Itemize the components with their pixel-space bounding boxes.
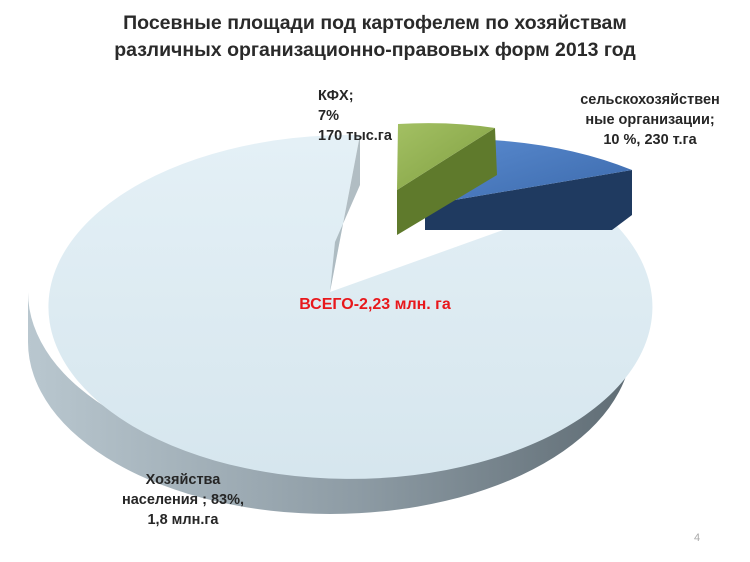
data-label-agro: сельскохозяйствен ные организации; 10 %,… [560, 90, 740, 150]
data-label-kfh-line-1: КФХ; [318, 88, 354, 104]
pie-slice-agro-side [425, 170, 632, 230]
pie-slice-kfh-side [397, 128, 497, 235]
chart-title-line-2: различных организационно-правовых форм 2… [114, 39, 636, 61]
data-label-households-line-1: Хозяйства [145, 472, 221, 488]
data-label-kfh-line-2: 7% [318, 108, 339, 124]
data-label-kfh: КФХ; 7% 170 тыс.га [318, 86, 392, 146]
total-annotation: ВСЕГО-2,23 млн. га [299, 296, 451, 313]
chart-title-line-1: Посевные площади под картофелем по хозяй… [123, 12, 627, 34]
data-label-households: Хозяйства населения ; 83%, 1,8 млн.га [88, 470, 278, 530]
data-label-households-line-3: 1,8 млн.га [147, 512, 219, 528]
chart-title: Посевные площади под картофелем по хозяй… [60, 10, 690, 64]
data-label-agro-line-2: ные организации; [585, 112, 715, 128]
data-label-kfh-line-3: 170 тыс.га [318, 128, 392, 144]
data-label-agro-line-3: 10 %, 230 т.га [603, 132, 697, 148]
pie-slice-kfh [397, 123, 495, 190]
data-label-households-line-2: населения ; 83%, [121, 492, 245, 508]
page-number: 4 [694, 532, 701, 544]
pie-slice-households [48, 134, 653, 479]
data-label-agro-line-1: сельскохозяйствен [580, 92, 720, 108]
pie-slice-households-cut [330, 135, 360, 292]
